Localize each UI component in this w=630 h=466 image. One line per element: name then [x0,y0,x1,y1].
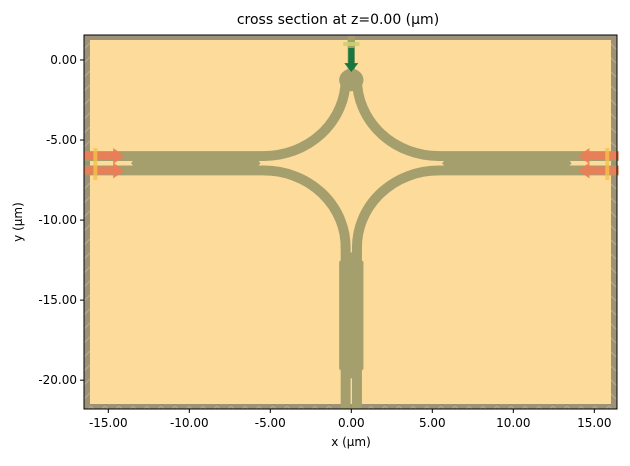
monitor-arrow [344,47,359,72]
source-plane-right [605,148,610,181]
y-tick-label: -5.00 [46,133,77,147]
y-tick-label: -20.00 [38,373,77,387]
coupler-left [130,152,261,174]
ring-arc-upper-left [263,79,351,162]
x-tick-label: -10.00 [170,416,209,430]
axes-frame [83,34,618,410]
coupler-right [442,152,572,174]
x-tick-label: 10.00 [496,416,530,430]
monitor-plane [343,41,360,46]
x-tick-label: 0.00 [338,416,365,430]
source-plane-left [93,148,98,181]
y-tick-label: 0.00 [50,53,77,67]
coupler-bottom [339,252,364,379]
x-tick-label: 5.00 [419,416,446,430]
x-axis-label: x (μm) [331,435,371,449]
x-tick-label: -5.00 [255,416,286,430]
chart-title: cross section at z=0.00 (μm) [237,12,439,28]
x-tick-label: -15.00 [89,416,128,430]
y-tick-label: -10.00 [38,213,77,227]
ring-arc-upper-right [352,79,439,162]
x-tick-label: 15.00 [577,416,611,430]
ring-arc-lower-left [263,165,351,250]
y-tick-label: -15.00 [38,293,77,307]
junction-top [339,68,364,92]
ring-arc-lower-right [352,165,439,250]
y-axis-label: y (μm) [11,202,25,242]
plot-area [83,34,619,410]
x-axis-ticks: -15.00 -10.00 -5.00 0.00 5.00 10.00 15.00 [89,409,611,430]
y-axis-ticks: 0.00 -5.00 -10.00 -15.00 -20.00 [38,53,84,387]
